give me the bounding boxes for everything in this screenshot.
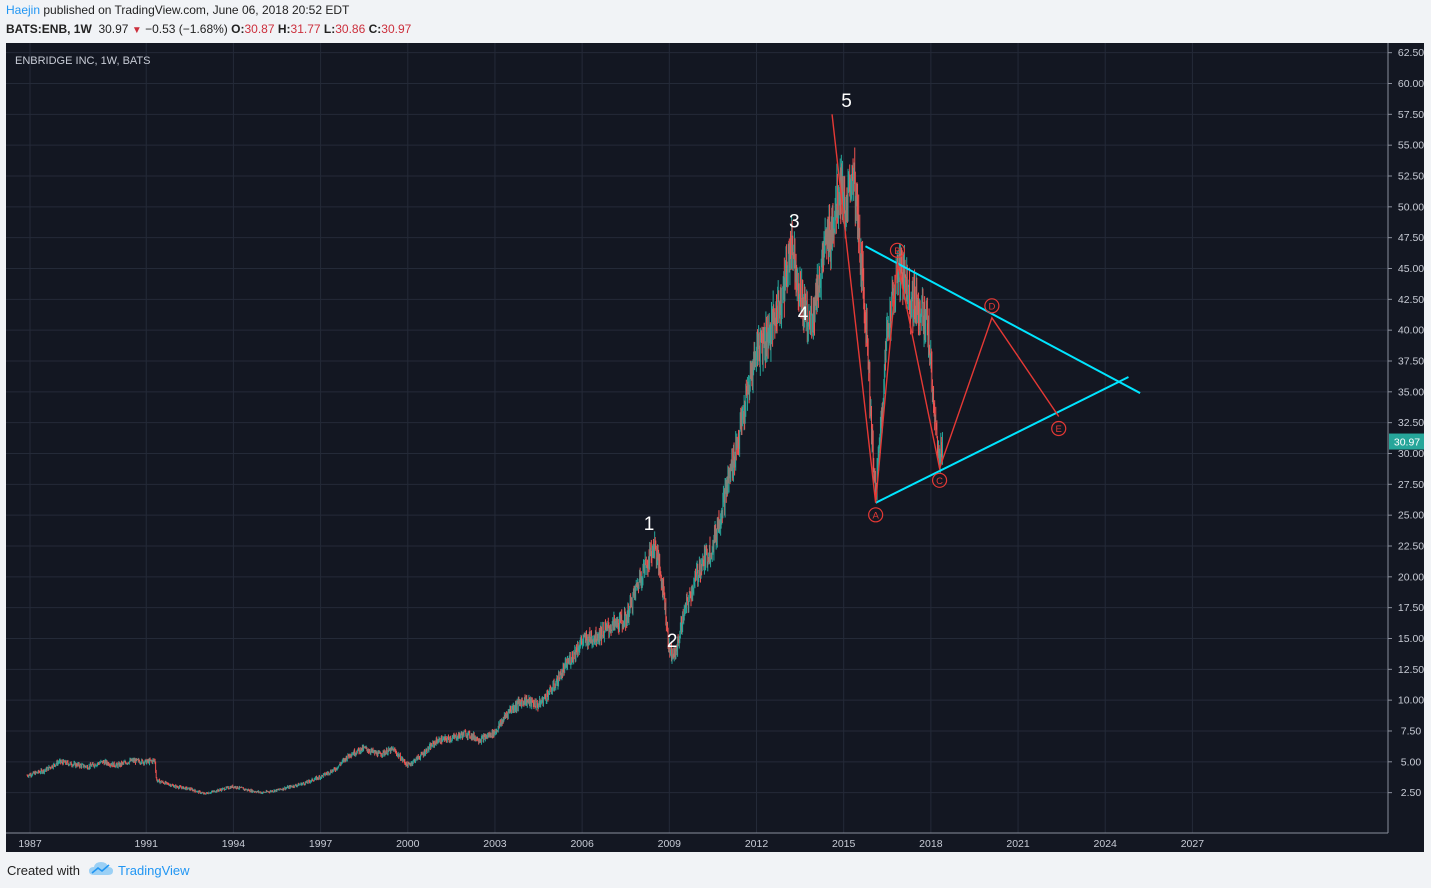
y-tick-label: 20.00: [1398, 571, 1424, 583]
impulse-wave-label: 2: [667, 631, 678, 652]
y-tick-label: 25.00: [1398, 510, 1424, 522]
x-tick-label: 1994: [222, 838, 246, 850]
y-tick-label: 15.00: [1398, 633, 1424, 645]
close-value: 30.97: [381, 22, 412, 36]
open-label: O:: [231, 22, 245, 36]
y-tick-label: 30.00: [1398, 448, 1424, 460]
y-tick-label: 62.50: [1398, 47, 1424, 59]
y-tick-label: 32.50: [1398, 417, 1424, 429]
y-tick-label: 22.50: [1398, 540, 1424, 552]
y-tick-label: 10.00: [1398, 695, 1424, 707]
close-label: C:: [368, 22, 382, 36]
publish-line: Haejin published on TradingView.com, Jun…: [6, 3, 349, 17]
x-tick-label: 1987: [18, 838, 42, 850]
last-price: 30.97: [98, 22, 129, 36]
impulse-wave-label: 3: [789, 212, 800, 233]
created-with-text: Created with: [7, 863, 80, 878]
trendline: [865, 245, 1141, 394]
published-text: published on TradingView.com, June 06, 2…: [40, 3, 350, 17]
y-tick-label: 17.50: [1398, 602, 1424, 614]
y-tick-label: 7.50: [1401, 725, 1422, 737]
wave-circle-b: [889, 242, 906, 258]
impulse-wave-label: 5: [841, 91, 852, 112]
x-tick-label: 2003: [483, 838, 507, 850]
symbol-label: BATS:ENB, 1W: [6, 22, 92, 36]
trendline: [875, 376, 1129, 504]
price-chart[interactable]: A B C D E 1 2 3 4 5 62.50 60.00 57.50 55.00 52.50 50.0…: [6, 43, 1425, 852]
y-tick-label: 37.50: [1398, 355, 1424, 367]
y-tick-label: 45.00: [1398, 263, 1424, 275]
chart-area[interactable]: A B C D E 1 2 3 4 5 62.50 60.00 57.50 55.00 52.50 50.0…: [6, 43, 1425, 852]
wave-annotations: A B C D E 1 2 3 4 5: [644, 91, 1141, 652]
x-tick-label: 1997: [309, 838, 333, 850]
wave-label-c: C: [936, 476, 943, 487]
chart-footer: Created with TradingView: [0, 852, 1431, 888]
y-tick-label: 27.50: [1398, 479, 1424, 491]
author-link[interactable]: Haejin: [6, 3, 41, 17]
x-tick-label: 1991: [135, 838, 159, 850]
wave-circle-a: [868, 507, 884, 523]
x-tick-label: 2027: [1181, 838, 1205, 850]
y-tick-label: 52.50: [1398, 170, 1424, 182]
current-price-label: 30.97: [1394, 437, 1420, 449]
wave-label-b: B: [894, 246, 900, 257]
y-tick-label: 60.00: [1398, 78, 1424, 90]
wave-label-d: D: [988, 301, 995, 312]
x-tick-label: 2006: [570, 838, 594, 850]
open-value: 30.87: [244, 22, 275, 36]
x-tick-label: 2015: [832, 838, 856, 850]
x-tick-label: 2024: [1094, 838, 1118, 850]
price-bars: [26, 147, 943, 795]
low-label: L:: [323, 22, 336, 36]
wave-label-e: E: [1056, 424, 1062, 435]
wave-label-a: A: [872, 510, 879, 521]
y-tick-label: 42.50: [1398, 294, 1424, 306]
wave-circle-c: [931, 472, 948, 488]
low-value: 30.86: [335, 22, 366, 36]
y-tick-label: 40.00: [1398, 325, 1424, 337]
chart-title: ENBRIDGE INC, 1W, BATS: [15, 55, 151, 67]
x-tick-label: 2021: [1006, 838, 1030, 850]
chart-header: Haejin published on TradingView.com, Jun…: [0, 0, 1431, 42]
price-change: −0.53 (−1.68%): [145, 22, 228, 36]
ohlc-line: BATS:ENB, 1W 30.97 ▼ −0.53 (−1.68%) O:30…: [6, 22, 411, 36]
y-tick-label: 55.00: [1398, 140, 1424, 152]
y-tick-label: 35.00: [1398, 386, 1424, 398]
y-tick-label: 47.50: [1398, 232, 1424, 244]
tradingview-cloud-icon[interactable]: [88, 861, 114, 882]
x-tick-label: 2012: [745, 838, 769, 850]
y-tick-label: 5.00: [1401, 756, 1422, 768]
high-label: H:: [277, 22, 291, 36]
down-arrow-icon: ▼: [131, 25, 142, 36]
x-tick-label: 2000: [396, 838, 420, 850]
x-tick-label: 2009: [658, 838, 682, 850]
y-tick-label: 12.50: [1398, 664, 1424, 676]
y-tick-label: 50.00: [1398, 201, 1424, 213]
tradingview-brand[interactable]: TradingView: [118, 863, 190, 878]
current-price-tag: [1389, 433, 1425, 450]
x-tick-label: 2018: [919, 838, 943, 850]
y-tick-label: 2.50: [1401, 787, 1422, 799]
y-tick-label: 57.50: [1398, 109, 1424, 121]
wave-path: [831, 114, 1060, 503]
impulse-wave-label: 4: [798, 304, 809, 325]
grid-lines: [6, 43, 1388, 833]
wave-circle-e: [1051, 420, 1067, 437]
high-value: 31.77: [290, 22, 321, 36]
wave-circle-d: [984, 298, 1000, 314]
axes: 62.5060.0057.5055.0052.5050.0047.5045.00…: [6, 43, 1425, 850]
impulse-wave-label: 1: [644, 514, 655, 535]
